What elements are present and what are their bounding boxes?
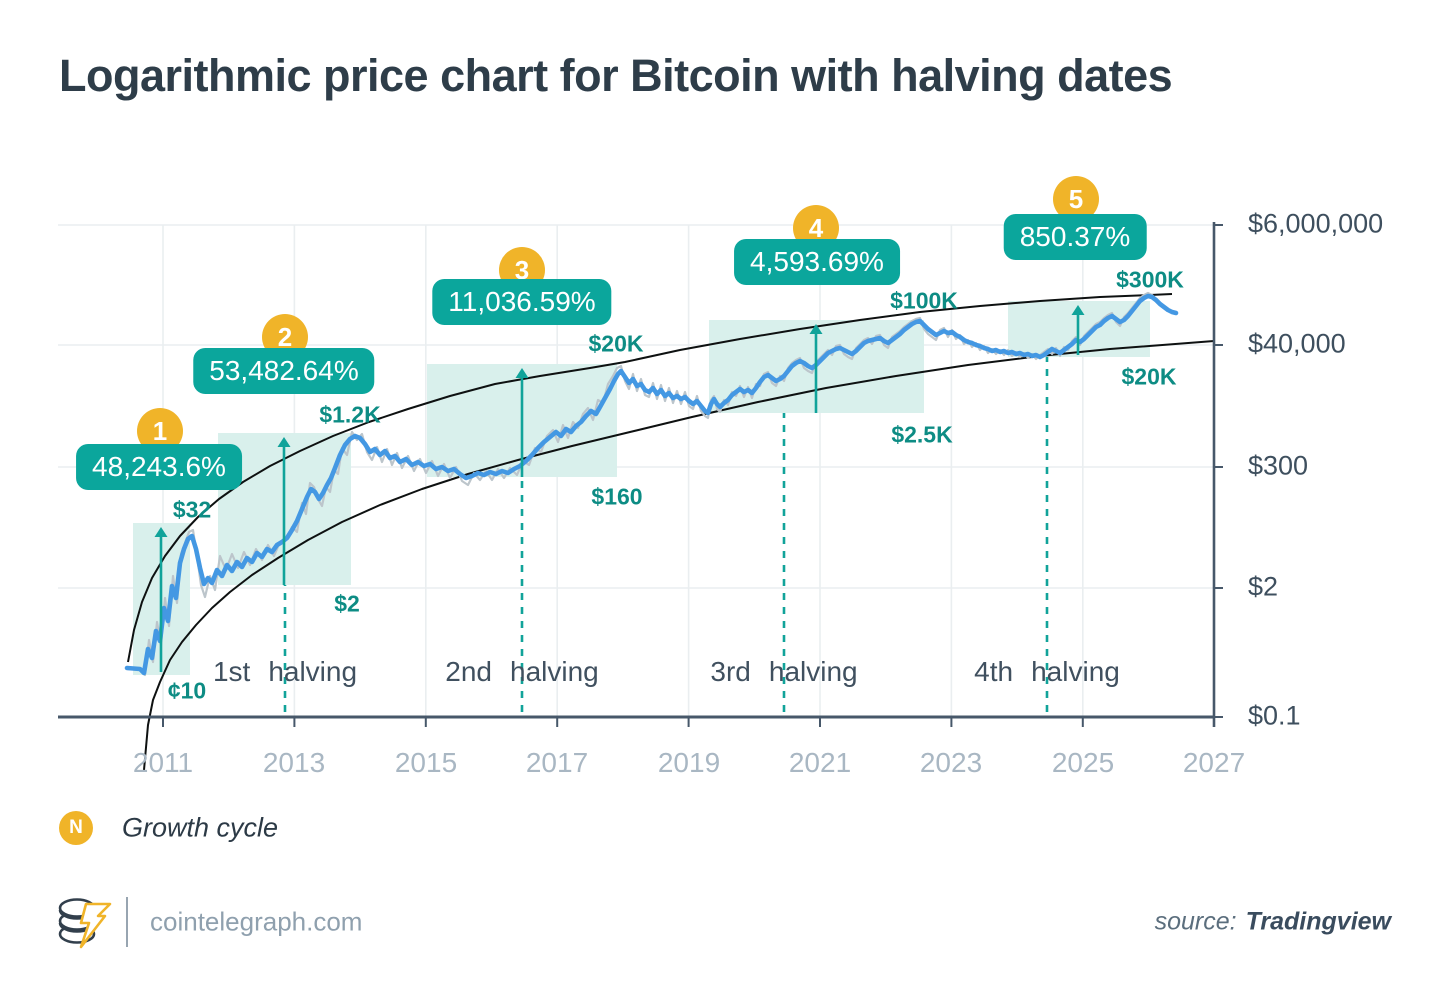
y-axis-label: $2 bbox=[1248, 571, 1279, 602]
halving-word: halving bbox=[509, 656, 599, 687]
cycle-arrowhead-icon-4 bbox=[809, 324, 823, 334]
x-axis-label: 2015 bbox=[394, 747, 458, 778]
cycle-arrowhead-icon-1 bbox=[154, 527, 168, 537]
cycle-5-gain-label: 850.37% bbox=[1003, 214, 1147, 260]
y-axis-label: $40,000 bbox=[1248, 328, 1346, 359]
halving-word: 2nd bbox=[445, 656, 492, 687]
x-axis-label: 2013 bbox=[262, 747, 326, 778]
x-axis-label: 2027 bbox=[1182, 747, 1246, 778]
y-axis-label: $6,000,000 bbox=[1248, 208, 1384, 239]
cycle-4-gain-label: 4,593.69% bbox=[734, 239, 900, 285]
cycle-1-gain-label: 48,243.6% bbox=[76, 444, 242, 490]
cycle-5-high-price: $300K bbox=[1116, 266, 1184, 293]
source-credit: source: Tradingview bbox=[1155, 908, 1391, 937]
envelope-curve-upper bbox=[127, 293, 1173, 663]
cycle-arrowhead-icon-2 bbox=[277, 437, 291, 447]
site-url: cointelegraph.com bbox=[150, 906, 363, 937]
cycle-2-gain-label: 53,482.64% bbox=[193, 348, 375, 394]
x-axis-label: 2025 bbox=[1051, 747, 1115, 778]
footer-divider bbox=[126, 897, 128, 947]
cycle-arrowhead-icon-5 bbox=[1071, 305, 1085, 315]
legend-label: Growth cycle bbox=[122, 812, 279, 843]
cycle-arrowhead-icon-3 bbox=[515, 368, 529, 378]
halving-label-2: 2nd halving bbox=[445, 656, 598, 688]
halving-word: halving bbox=[768, 656, 858, 687]
source-label: source: bbox=[1154, 907, 1237, 936]
cycle-4-high-price: $100K bbox=[890, 287, 958, 314]
cycle-5-low-price: $20K bbox=[1121, 363, 1177, 390]
halving-word: 3rd bbox=[710, 656, 751, 687]
halving-word: 4th bbox=[974, 656, 1014, 687]
x-axis-label: 2019 bbox=[657, 747, 721, 778]
cycle-3-gain-label: 11,036.59% bbox=[432, 279, 612, 325]
envelope-curve-lower bbox=[143, 340, 1215, 771]
halving-word: halving bbox=[1031, 656, 1120, 687]
halving-label-3: 3rd halving bbox=[710, 656, 857, 688]
cycle-2-low-price: $2 bbox=[334, 590, 360, 617]
cycle-1-low-price: ¢10 bbox=[167, 677, 207, 704]
cycle-3-low-price: $160 bbox=[591, 483, 643, 510]
source-name: Tradingview bbox=[1245, 907, 1391, 936]
page-title: Logarithmic price chart for Bitcoin with… bbox=[59, 50, 1173, 101]
cycle-4-low-price: $2.5K bbox=[891, 421, 953, 448]
x-axis-label: 2011 bbox=[132, 747, 194, 778]
x-axis-label: 2021 bbox=[788, 747, 852, 778]
legend-cycle-badge: N bbox=[59, 811, 93, 845]
y-axis-label: $0.1 bbox=[1248, 700, 1301, 731]
halving-label-1: 1st halving bbox=[213, 656, 357, 688]
cycle-1-high-price: $32 bbox=[172, 496, 212, 523]
cycle-2-high-price: $1.2K bbox=[319, 401, 381, 428]
cointelegraph-logo-icon bbox=[56, 892, 114, 957]
halving-word: 1st bbox=[212, 656, 251, 687]
price-line-smoothed bbox=[124, 293, 1179, 676]
halving-word: halving bbox=[268, 656, 358, 687]
halving-label-4: 4th halving bbox=[974, 656, 1120, 688]
x-axis-label: 2017 bbox=[525, 747, 589, 778]
x-axis-label: 2023 bbox=[919, 747, 983, 778]
y-axis-label: $300 bbox=[1248, 450, 1309, 481]
cycle-3-high-price: $20K bbox=[588, 330, 644, 357]
